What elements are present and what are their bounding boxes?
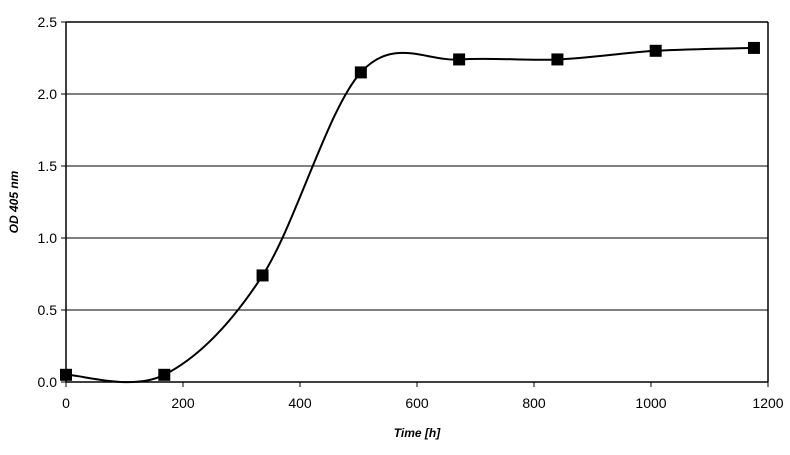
data-point-marker [158, 369, 170, 381]
y-axis-title: OD 405 nm [7, 170, 21, 233]
data-point-marker [355, 66, 367, 78]
data-point-marker [551, 53, 563, 65]
y-tick-label: 2.0 [38, 86, 58, 102]
axes [66, 22, 768, 382]
y-tick-label: 1.0 [38, 230, 58, 246]
series-line [66, 48, 754, 382]
y-tick-label: 0.5 [38, 302, 58, 318]
data-point-marker [650, 45, 662, 57]
x-tick-label: 1200 [752, 395, 783, 411]
y-tick-label: 2.5 [38, 14, 58, 30]
x-tick-label: 800 [522, 395, 546, 411]
data-point-marker [748, 42, 760, 54]
x-tick-label: 200 [171, 395, 195, 411]
x-tick-label: 1000 [635, 395, 666, 411]
y-tick-label: 0.0 [38, 374, 58, 390]
ticks: 0.0 0.5 1.0 1.5 2.0 2.5 0 200 400 600 800 1000 1200 [38, 14, 784, 411]
x-tick-label: 600 [405, 395, 429, 411]
data-point-marker [60, 369, 72, 381]
x-tick-label: 400 [288, 395, 312, 411]
y-tick-label: 1.5 [38, 158, 58, 174]
x-tick-label: 0 [62, 395, 70, 411]
x-axis-title: Time [h] [394, 426, 441, 440]
data-point-marker [453, 53, 465, 65]
data-point-marker [257, 269, 269, 281]
series [60, 42, 760, 382]
gridlines [66, 22, 768, 382]
